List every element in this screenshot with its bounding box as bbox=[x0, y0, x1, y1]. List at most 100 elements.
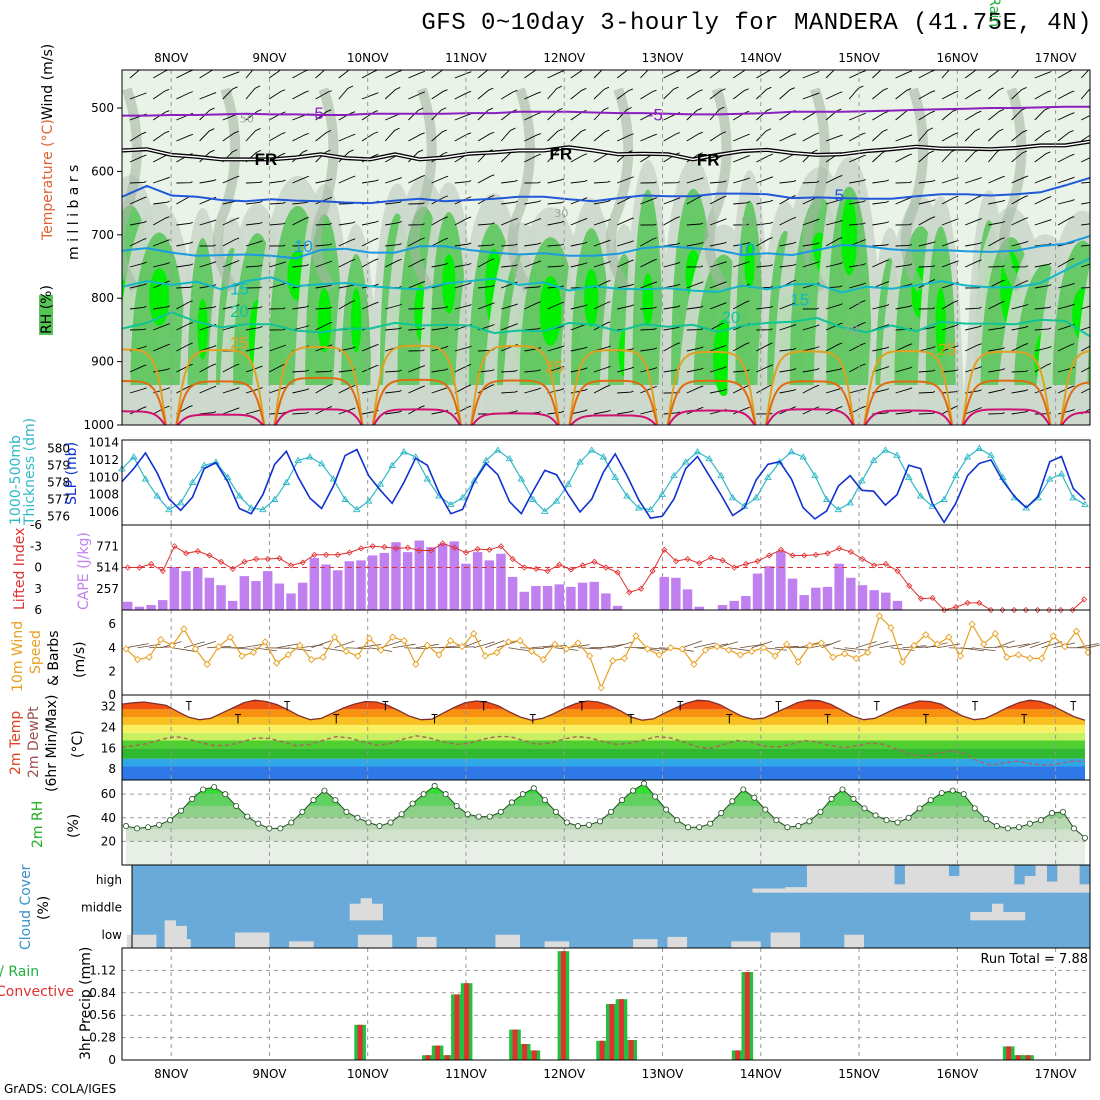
wind-barb bbox=[965, 259, 982, 268]
isotherm-lowlevel bbox=[122, 408, 1090, 425]
li-point bbox=[497, 543, 505, 550]
wind-barb bbox=[176, 300, 193, 310]
cape-bar bbox=[787, 578, 798, 610]
wind-barb bbox=[176, 285, 193, 289]
panel-border bbox=[121, 947, 1091, 1061]
wind-barb bbox=[1011, 70, 1020, 79]
wind-barb bbox=[617, 217, 634, 226]
wind-barb bbox=[315, 321, 333, 331]
cape-bar bbox=[846, 577, 856, 610]
wind-barb bbox=[408, 365, 426, 373]
wind-barb bbox=[849, 222, 866, 226]
wind-barb bbox=[501, 369, 518, 373]
thickness-label-2: Thickness (dm) bbox=[22, 418, 38, 526]
precip-convective-bar bbox=[735, 1050, 741, 1060]
wind-barb bbox=[1057, 70, 1074, 79]
wind-barb bbox=[849, 154, 866, 163]
wind-barb bbox=[361, 237, 379, 247]
wind-barb bbox=[617, 133, 634, 142]
wind-barb bbox=[640, 306, 657, 310]
precip-tick-label: 0 bbox=[108, 1053, 116, 1067]
wind-barb bbox=[338, 300, 356, 310]
wind-barb bbox=[338, 238, 356, 247]
wind-speed-point bbox=[713, 642, 721, 651]
wind-barb bbox=[728, 647, 752, 652]
wind-barb bbox=[570, 409, 588, 415]
wind-barb bbox=[593, 345, 611, 352]
rh-point bbox=[696, 824, 703, 831]
wind-barb bbox=[408, 91, 425, 100]
wind-barb bbox=[849, 200, 866, 205]
wind-barb bbox=[547, 70, 565, 79]
wind-barb bbox=[338, 111, 356, 121]
li-point bbox=[1034, 606, 1041, 614]
isotherm-label: 25 bbox=[545, 358, 564, 377]
rh-point bbox=[354, 814, 361, 821]
rh-contour-dark bbox=[311, 87, 339, 292]
bottom-x-tick-label: 17NOV bbox=[1035, 1067, 1077, 1081]
rh-point bbox=[211, 784, 218, 791]
wind-barb bbox=[570, 388, 588, 394]
thickness-point bbox=[364, 497, 373, 504]
wind-barb bbox=[230, 647, 255, 650]
precip-convective-bar bbox=[1006, 1046, 1012, 1060]
cape-bar bbox=[659, 576, 669, 610]
li-point bbox=[964, 599, 971, 606]
cloud-high-bar bbox=[959, 865, 971, 893]
wind-barb bbox=[895, 343, 913, 352]
wind-barb bbox=[195, 640, 216, 649]
wind-barb bbox=[245, 306, 263, 310]
wind-barb bbox=[849, 321, 866, 331]
wind-barb bbox=[385, 243, 402, 247]
wind-barb bbox=[716, 641, 739, 649]
wind-barb bbox=[269, 307, 286, 310]
bottom-x-tick-label: 9NOV bbox=[252, 1067, 287, 1081]
wind-barb bbox=[245, 85, 261, 100]
wind-barb bbox=[129, 261, 147, 268]
rh-point bbox=[464, 811, 471, 818]
li-point bbox=[171, 543, 178, 550]
y-tick-label: 800 bbox=[91, 291, 114, 305]
wind-barb bbox=[686, 328, 704, 331]
wind-barb bbox=[918, 110, 935, 121]
wind-barb bbox=[454, 180, 472, 184]
wind-barb bbox=[431, 216, 448, 226]
wind-barb bbox=[856, 641, 877, 649]
cape-bar bbox=[752, 573, 763, 610]
bottom-x-tick-label: 8NOV bbox=[154, 1067, 189, 1081]
rh-point bbox=[641, 780, 648, 787]
wind-barb bbox=[570, 262, 588, 268]
top-x-tick-label: 11NOV bbox=[445, 51, 487, 65]
precip-convective-bar bbox=[619, 999, 624, 1060]
wind-barb bbox=[361, 110, 379, 121]
wind-barb bbox=[346, 647, 371, 650]
thickness-point bbox=[306, 453, 314, 460]
wind-barb bbox=[315, 222, 332, 226]
wind-barb bbox=[361, 343, 379, 352]
wind-barb bbox=[1034, 219, 1052, 226]
wind-barb bbox=[454, 90, 472, 100]
wind-barb bbox=[988, 87, 1004, 100]
rh-label: 50 bbox=[240, 113, 254, 126]
wind-barb bbox=[524, 301, 541, 310]
rh-point bbox=[729, 798, 736, 805]
li-point bbox=[311, 551, 318, 558]
wind-barb bbox=[918, 346, 936, 352]
wind-barb bbox=[709, 88, 726, 100]
wind-barb bbox=[848, 363, 866, 373]
li-point bbox=[1046, 606, 1053, 614]
precip-convective-bar bbox=[531, 1050, 537, 1060]
wind-barb bbox=[245, 200, 263, 205]
li-point bbox=[416, 547, 423, 554]
wind-barb bbox=[617, 259, 634, 268]
wind-barb bbox=[756, 342, 773, 352]
cape-bar bbox=[437, 543, 448, 610]
wind-barb bbox=[663, 305, 681, 310]
wind-barb bbox=[431, 89, 448, 100]
wind-barb bbox=[593, 239, 611, 247]
wind-barb bbox=[153, 239, 170, 247]
wind-barb bbox=[593, 261, 611, 268]
li-point bbox=[276, 555, 283, 562]
thickness-point bbox=[529, 495, 537, 502]
temp-band bbox=[122, 701, 1085, 710]
